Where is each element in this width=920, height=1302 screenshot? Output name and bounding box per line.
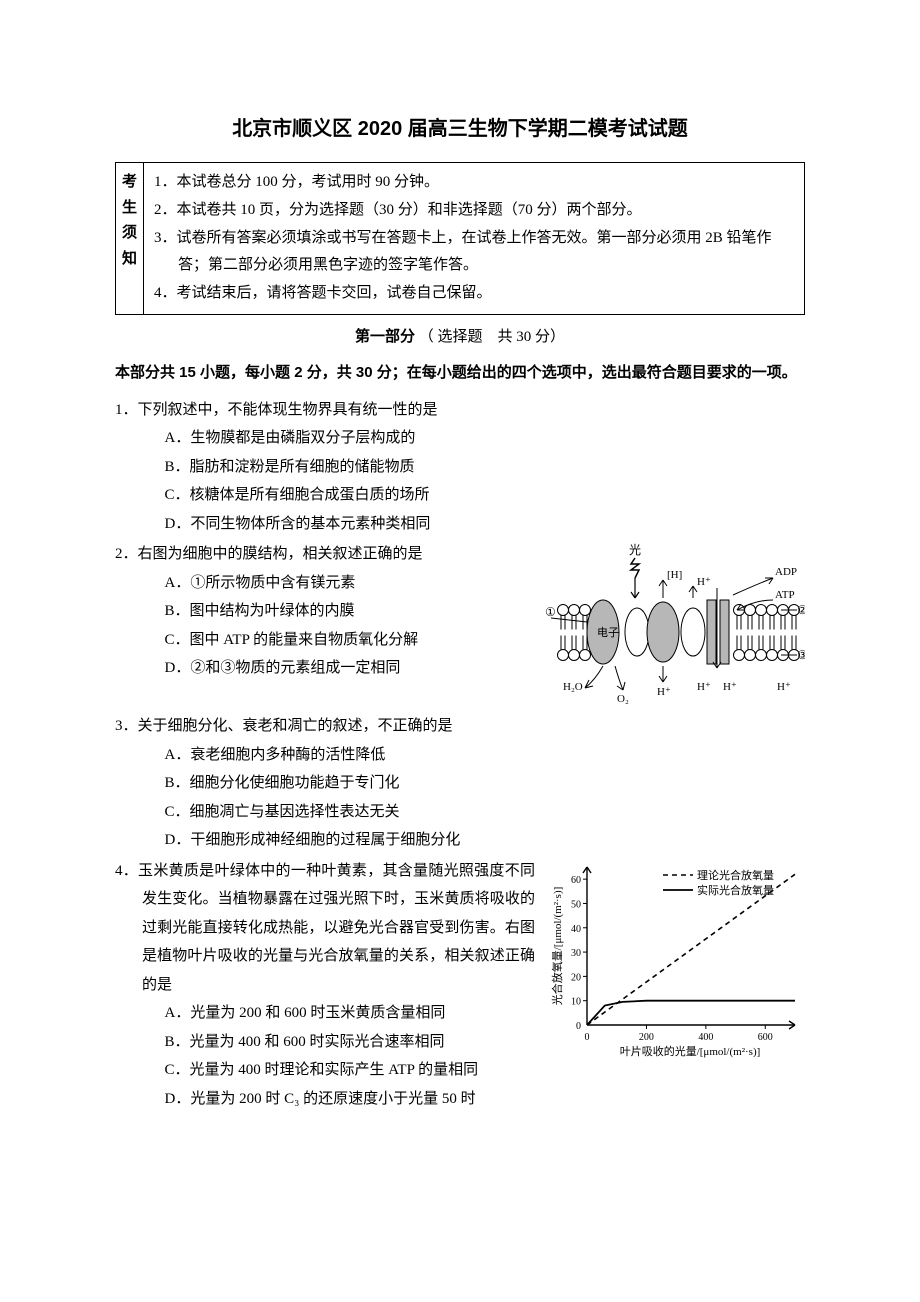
q3-stem: 3．关于细胞分化、衰老和凋亡的叙述，不正确的是 — [115, 712, 805, 741]
q1-option-b: B．脂肪和淀粉是所有细胞的储能物质 — [165, 453, 806, 482]
svg-text:400: 400 — [698, 1032, 713, 1043]
q4-stem: 4．玉米黄质是叶绿体中的一种叶黄素，其含量随光照强度不同发生变化。当植物暴露在过… — [115, 857, 535, 1000]
svg-text:30: 30 — [571, 948, 581, 959]
q3-option-d: D．干细胞形成神经细胞的过程属于细胞分化 — [165, 826, 806, 855]
q1-option-c: C．核糖体是所有细胞合成蛋白质的场所 — [165, 481, 806, 510]
question-3: 3．关于细胞分化、衰老和凋亡的叙述，不正确的是 A．衰老细胞内多种酶的活性降低 … — [115, 712, 805, 855]
notice-item: 3．试卷所有答案必须填涂或书写在答题卡上，在试卷上作答无效。第一部分必须用 2B… — [154, 225, 794, 281]
q3-option-b: B．细胞分化使细胞功能趋于专门化 — [165, 769, 806, 798]
question-1: 1．下列叙述中，不能体现生物界具有统一性的是 A．生物膜都是由磷脂双分子层构成的… — [115, 396, 805, 539]
svg-text:①: ① — [545, 605, 556, 619]
svg-text:光合放氧量/[μmol/(m²·s)]: 光合放氧量/[μmol/(m²·s)] — [550, 886, 564, 1005]
q2-option-d: D．②和③物质的元素组成一定相同 — [165, 654, 536, 683]
q3-option-c: C．细胞凋亡与基因选择性表达无关 — [165, 798, 806, 827]
svg-text:叶片吸收的光量/[μmol/(m²·s)]: 叶片吸收的光量/[μmol/(m²·s)] — [620, 1044, 761, 1058]
q1-option-a: A．生物膜都是由磷脂双分子层构成的 — [165, 424, 806, 453]
membrane-diagram: 电子 光 [H] H⁺ H⁺ H⁺ H⁺ ADP ATP H₂O O₂ H⁺ ① ② ③ — [545, 540, 805, 710]
q2-option-c: C．图中 ATP 的能量来自物质氧化分解 — [165, 626, 536, 655]
page-title: 北京市顺义区 2020 届高三生物下学期二模考试试题 — [115, 110, 805, 148]
svg-text:ATP: ATP — [775, 589, 795, 601]
section-header: 第一部分 （ 选择题 共 30 分） — [115, 323, 805, 352]
svg-text:0: 0 — [576, 1021, 581, 1032]
light-oxygen-chart: 01020304050600200400600理论光合放氧量实际光合放氧量叶片吸… — [545, 857, 805, 1067]
svg-text:50: 50 — [571, 899, 581, 910]
section-title: 第一部分 — [355, 328, 415, 345]
q1-stem: 1．下列叙述中，不能体现生物界具有统一性的是 — [115, 396, 805, 425]
q2-option-b: B．图中结构为叶绿体的内膜 — [165, 597, 536, 626]
q4-option-d: D．光量为 200 时 C₃ 的还原速度小于光量 50 时 — [165, 1085, 536, 1114]
svg-text:H⁺: H⁺ — [697, 681, 711, 693]
svg-text:20: 20 — [571, 972, 581, 983]
notice-item: 1．本试卷总分 100 分，考试用时 90 分钟。 — [154, 169, 794, 197]
svg-text:0: 0 — [585, 1032, 590, 1043]
svg-text:40: 40 — [571, 924, 581, 935]
svg-text:H⁺: H⁺ — [697, 576, 711, 588]
section-instructions: 本部分共 15 小题，每小题 2 分，共 30 分；在每小题给出的四个选项中，选… — [115, 359, 805, 388]
svg-text:H⁺: H⁺ — [777, 681, 791, 693]
svg-text:[H]: [H] — [667, 569, 682, 581]
section-subtitle: （ 选择题 共 30 分） — [419, 329, 565, 345]
svg-text:200: 200 — [639, 1032, 654, 1043]
q3-option-a: A．衰老细胞内多种酶的活性降低 — [165, 741, 806, 770]
q4-option-b: B．光量为 400 和 600 时实际光合速率相同 — [165, 1028, 536, 1057]
question-4: 4．玉米黄质是叶绿体中的一种叶黄素，其含量随光照强度不同发生变化。当植物暴露在过… — [115, 857, 805, 1114]
svg-text:H₂O: H₂O — [563, 681, 583, 693]
notice-label: 考生须知 — [116, 163, 144, 315]
notice-item: 2．本试卷共 10 页，分为选择题（30 分）和非选择题（70 分）两个部分。 — [154, 197, 794, 225]
svg-text:ADP: ADP — [775, 566, 797, 578]
svg-text:H⁺: H⁺ — [657, 686, 671, 698]
svg-text:电子: 电子 — [597, 626, 619, 639]
question-2: 2．右图为细胞中的膜结构，相关叙述正确的是 A．①所示物质中含有镁元素 B．图中… — [115, 540, 805, 710]
svg-text:②: ② — [797, 603, 805, 617]
q2-stem: 2．右图为细胞中的膜结构，相关叙述正确的是 — [115, 540, 535, 569]
notice-content: 1．本试卷总分 100 分，考试用时 90 分钟。 2．本试卷共 10 页，分为… — [144, 163, 805, 315]
notice-item: 4．考试结束后，请将答题卡交回，试卷自己保留。 — [154, 280, 794, 308]
svg-text:600: 600 — [758, 1032, 773, 1043]
q4-option-a: A．光量为 200 和 600 时玉米黄质含量相同 — [165, 999, 536, 1028]
svg-text:光: 光 — [629, 543, 641, 557]
notice-box: 考生须知 1．本试卷总分 100 分，考试用时 90 分钟。 2．本试卷共 10… — [115, 162, 805, 315]
svg-text:O₂: O₂ — [617, 693, 629, 705]
q1-option-d: D．不同生物体所含的基本元素种类相同 — [165, 510, 806, 539]
svg-text:10: 10 — [571, 996, 581, 1007]
svg-text:理论光合放氧量: 理论光合放氧量 — [697, 868, 774, 882]
svg-text:H⁺: H⁺ — [723, 681, 737, 693]
q2-option-a: A．①所示物质中含有镁元素 — [165, 569, 536, 598]
svg-text:③: ③ — [797, 648, 805, 662]
svg-text:60: 60 — [571, 875, 581, 886]
svg-text:实际光合放氧量: 实际光合放氧量 — [697, 883, 774, 897]
q4-option-c: C．光量为 400 时理论和实际产生 ATP 的量相同 — [165, 1056, 536, 1085]
